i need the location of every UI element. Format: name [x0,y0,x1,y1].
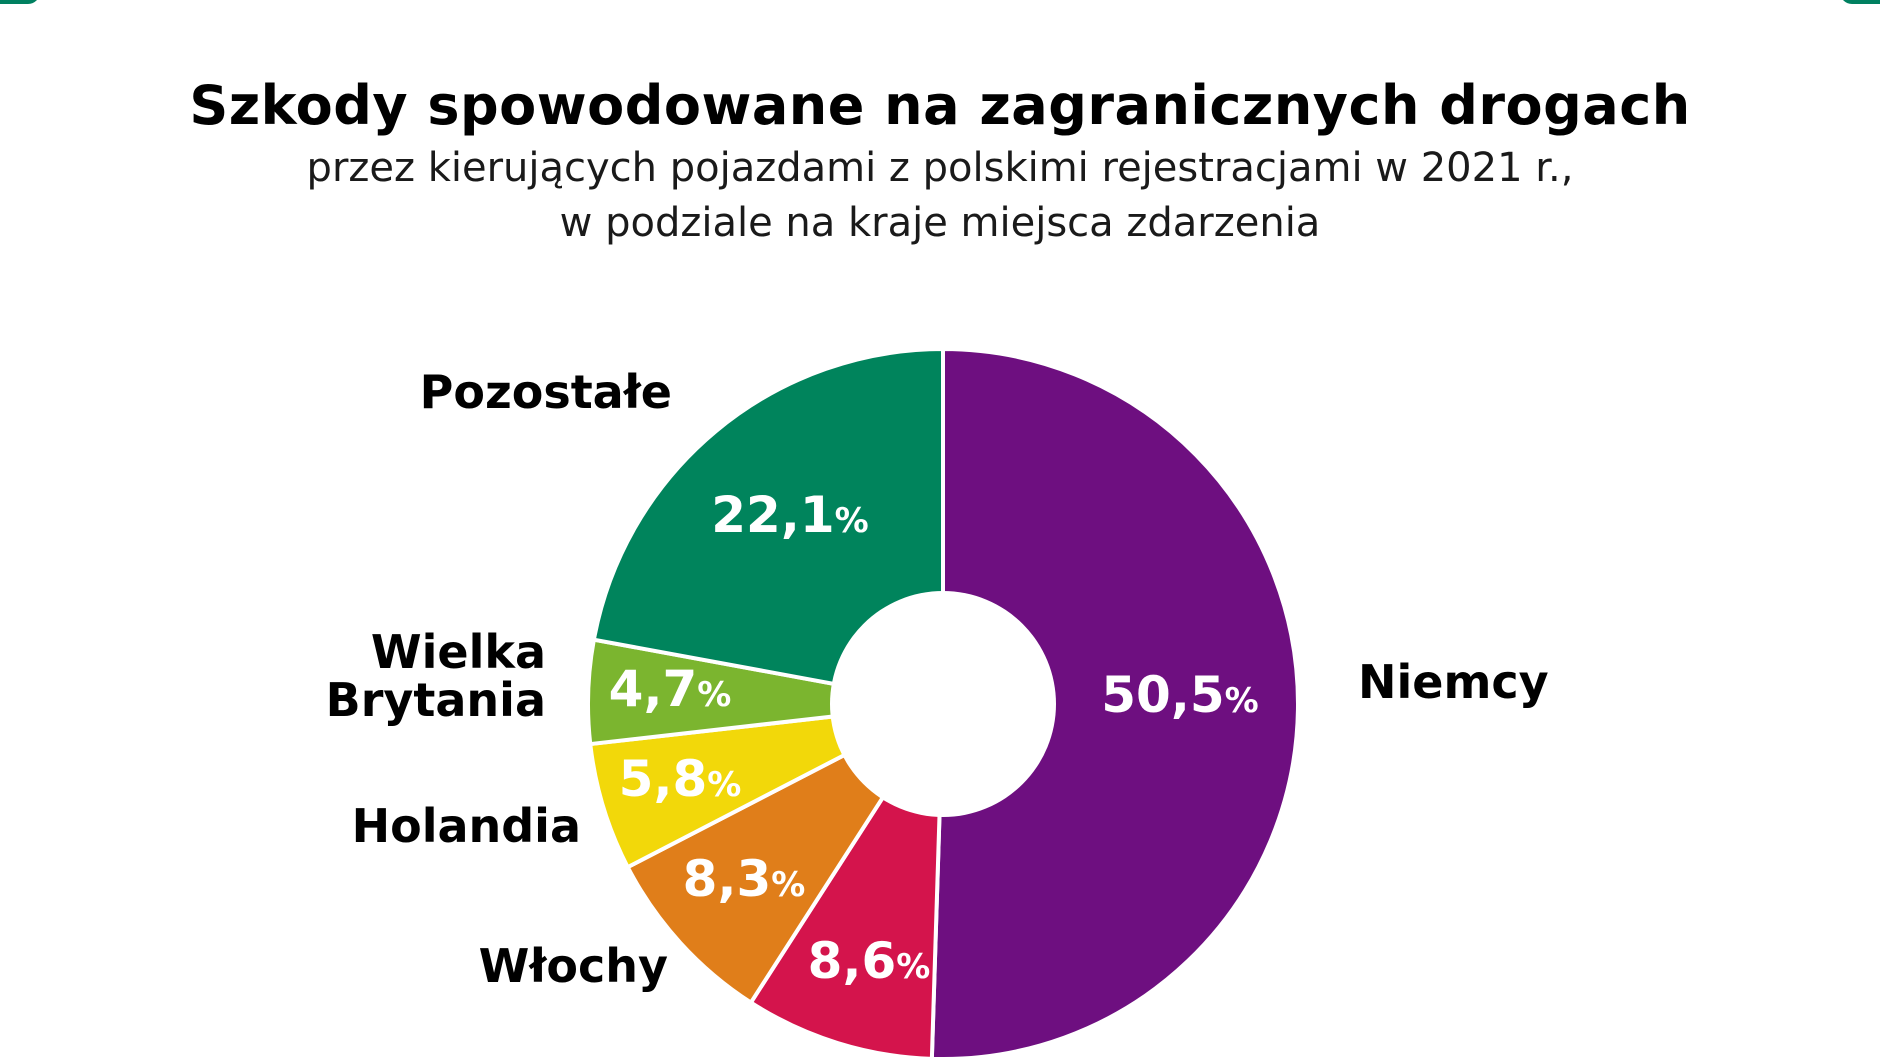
pie-slice-1 [929,347,1301,1060]
slice-category-label-5: Wielka Brytania [326,625,546,727]
category-labels: Niemcy Włochy Holandia Wielka Brytania Pozost… [326,365,1549,993]
donut-hole [830,591,1056,817]
chart-title: Szkody spowodowane na zagranicznych drog… [189,74,1691,137]
slice-value-label-1: 50,5% [1101,666,1258,724]
slice-value-label-4: 5,8% [619,750,742,808]
slice-value-label-3: 8,3% [683,850,806,908]
slice-value-label-6: 22,1% [711,486,868,544]
corner-accent-right [1840,0,1880,4]
slice-value-label-2: 8,6% [808,932,931,990]
slice-category-label-6: Pozostałe [420,365,672,419]
pie-slice-6 [591,347,945,706]
slice-category-label-4: Holandia [352,799,581,853]
chart-subtitle-line-1: przez kierujących pojazdami z polskimi r… [306,145,1574,191]
value-labels: 50,5% 8,6%8,3% 5,8% 4,7% 22,1% [609,486,1259,990]
chart-subtitle-line-2: w podziale na kraje miejsca zdarzenia [559,200,1321,246]
slice-category-label-3: Włochy [479,939,668,993]
slice-value-label-5: 4,7% [609,660,732,718]
slice-category-label-1: Niemcy [1358,655,1549,709]
corner-accent-left [0,0,40,4]
